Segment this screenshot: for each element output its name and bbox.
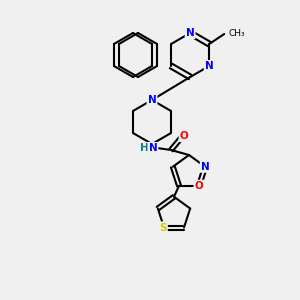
Text: H: H [140, 143, 148, 153]
Text: N: N [186, 28, 194, 38]
Text: CH₃: CH₃ [228, 29, 245, 38]
Text: N: N [205, 61, 214, 71]
Text: O: O [180, 131, 188, 141]
Text: N: N [148, 95, 156, 105]
Text: S: S [159, 223, 167, 232]
Text: N: N [148, 143, 158, 153]
Text: N: N [201, 162, 209, 172]
Text: O: O [195, 181, 203, 191]
